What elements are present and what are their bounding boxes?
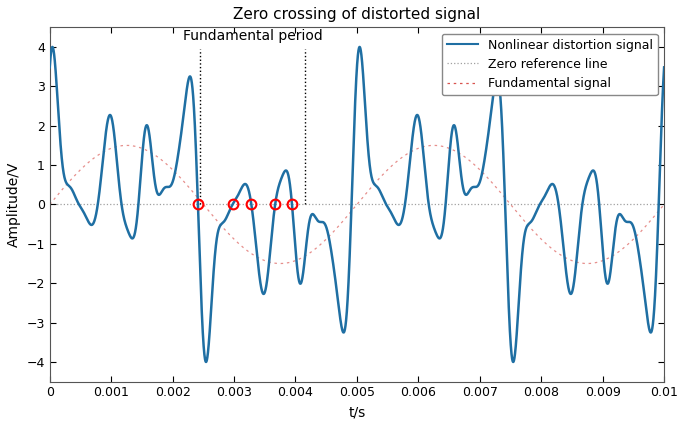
Title: Zero crossing of distorted signal: Zero crossing of distorted signal — [234, 7, 481, 22]
Legend: Nonlinear distortion signal, Zero reference line, Fundamental signal: Nonlinear distortion signal, Zero refere… — [442, 34, 658, 95]
Y-axis label: Amplitude/V: Amplitude/V — [7, 162, 21, 247]
Text: Fundamental period: Fundamental period — [183, 29, 323, 43]
X-axis label: t/s: t/s — [348, 405, 366, 419]
